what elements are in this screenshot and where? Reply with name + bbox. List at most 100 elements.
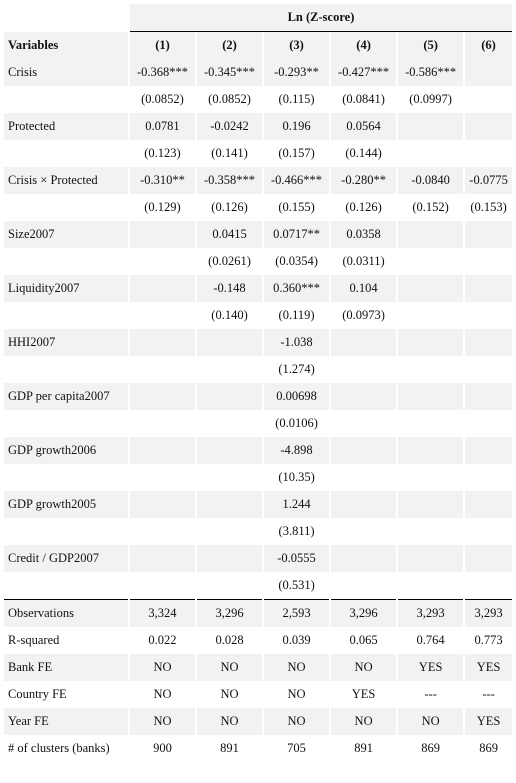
- statistic-row: Bank FE NO NO NO NO YES YES: [4, 654, 512, 681]
- table-cell: [197, 410, 262, 437]
- table-cell: [398, 275, 464, 302]
- dependent-variable-title: Ln (Z-score): [129, 4, 512, 32]
- table-cell: [398, 248, 463, 275]
- table-cell: (0.126): [211, 200, 248, 214]
- row-label: [4, 356, 128, 383]
- table-cell: [398, 329, 464, 356]
- table-cell: (0.0261): [208, 254, 251, 268]
- table-cell: [465, 410, 512, 437]
- table-cell: 3,324: [129, 599, 195, 627]
- table-cell: NO: [153, 687, 172, 701]
- table-cell: [465, 491, 512, 518]
- table-cell: [465, 383, 512, 410]
- table-cell: NO: [220, 687, 239, 701]
- table-cell: (0.0354): [275, 254, 318, 268]
- table-cell: -4.898: [264, 437, 330, 464]
- table-cell: [130, 464, 195, 491]
- statistic-row: R-squared 0.022 0.028 0.039 0.065 0.764 0.773: [4, 627, 512, 654]
- table-cell: [130, 248, 195, 275]
- column-header: (3): [264, 32, 330, 59]
- table-cell: [331, 572, 396, 599]
- row-label: Liquidity2007: [4, 275, 128, 302]
- table-cell: [130, 356, 195, 383]
- table-cell: [465, 140, 512, 167]
- table-cell: [130, 572, 195, 599]
- table-cell: -0.427***: [331, 59, 397, 86]
- table-cell: YES: [398, 654, 464, 681]
- row-label: [4, 518, 128, 545]
- table-cell: [398, 572, 463, 599]
- table-cell: 891: [354, 741, 373, 755]
- table-cell: -0.0242: [197, 113, 263, 140]
- table-cell: (0.0852): [208, 92, 251, 106]
- coefficient-row: (10.35): [4, 464, 512, 491]
- row-label: [4, 410, 128, 437]
- table-cell: 0.0415: [197, 221, 263, 248]
- variables-heading: Variables: [4, 32, 128, 59]
- table-cell: NO: [197, 708, 263, 735]
- row-label: [4, 464, 128, 491]
- table-cell: (0.0106): [275, 416, 318, 430]
- table-cell: NO: [331, 708, 397, 735]
- row-label: Country FE: [8, 687, 67, 701]
- table-cell: [398, 140, 463, 167]
- table-cell: (0.157): [278, 146, 315, 160]
- table-cell: [197, 464, 262, 491]
- coefficient-row: Size2007 0.0415 0.0717** 0.0358: [4, 221, 512, 248]
- table-cell: [197, 572, 262, 599]
- table-cell: (0.0841): [342, 92, 385, 106]
- table-cell: 1.244: [264, 491, 330, 518]
- table-cell: NO: [264, 654, 330, 681]
- table-cell: 0.196: [264, 113, 330, 140]
- table-cell: [465, 545, 512, 572]
- coefficient-row: (0.129) (0.126) (0.155) (0.126) (0.152) (0.15…: [4, 194, 512, 221]
- table-cell: 0.104: [331, 275, 397, 302]
- table-cell: [465, 329, 512, 356]
- table-cell: (0.0973): [342, 308, 385, 322]
- row-label: [4, 302, 128, 329]
- table-cell: [398, 302, 463, 329]
- dep-var-header-row: Ln (Z-score): [4, 4, 512, 32]
- table-cell: [398, 221, 464, 248]
- table-cell: -1.038: [264, 329, 330, 356]
- table-cell: [465, 113, 512, 140]
- coefficient-row: (3.811): [4, 518, 512, 545]
- table-cell: [398, 356, 463, 383]
- table-cell: [465, 59, 512, 86]
- table-cell: 0.360***: [264, 275, 330, 302]
- table-cell: (0.152): [412, 200, 449, 214]
- table-cell: NO: [264, 708, 330, 735]
- table-cell: [465, 248, 512, 275]
- table-cell: (0.0997): [409, 92, 452, 106]
- row-label: Size2007: [4, 221, 128, 248]
- table-cell: [197, 518, 262, 545]
- table-cell: NO: [129, 654, 195, 681]
- row-label: Year FE: [4, 708, 128, 735]
- statistic-row: # of clusters (banks) 900 891 705 891 869 869: [4, 735, 512, 762]
- table-cell: 0.0564: [331, 113, 397, 140]
- table-cell: -0.466***: [264, 167, 330, 194]
- row-label: HHI2007: [4, 329, 128, 356]
- coefficient-row: Liquidity2007 -0.148 0.360*** 0.104: [4, 275, 512, 302]
- table-cell: [130, 518, 195, 545]
- table-cell: [465, 356, 512, 383]
- table-cell: [129, 329, 195, 356]
- table-cell: 3,293: [465, 599, 512, 627]
- coefficient-row: HHI2007 -1.038: [4, 329, 512, 356]
- statistics-section: Observations 3,324 3,296 2,593 3,296 3,293 3,2…: [4, 599, 512, 762]
- table-cell: [398, 491, 464, 518]
- table-cell: (0.531): [278, 578, 315, 592]
- coefficient-row: (0.123) (0.141) (0.157) (0.144): [4, 140, 512, 167]
- table-cell: [465, 302, 512, 329]
- table-cell: [331, 329, 397, 356]
- row-label: Crisis × Protected: [4, 167, 128, 194]
- table-cell: (0.140): [211, 308, 248, 322]
- table-cell: NO: [331, 654, 397, 681]
- column-header: (1): [129, 32, 195, 59]
- table-cell: -0.345***: [197, 59, 263, 86]
- table-cell: [197, 383, 263, 410]
- table-cell: [465, 518, 512, 545]
- column-header: (5): [398, 32, 464, 59]
- table-cell: (10.35): [278, 470, 315, 484]
- table-cell: 0.022: [148, 633, 177, 647]
